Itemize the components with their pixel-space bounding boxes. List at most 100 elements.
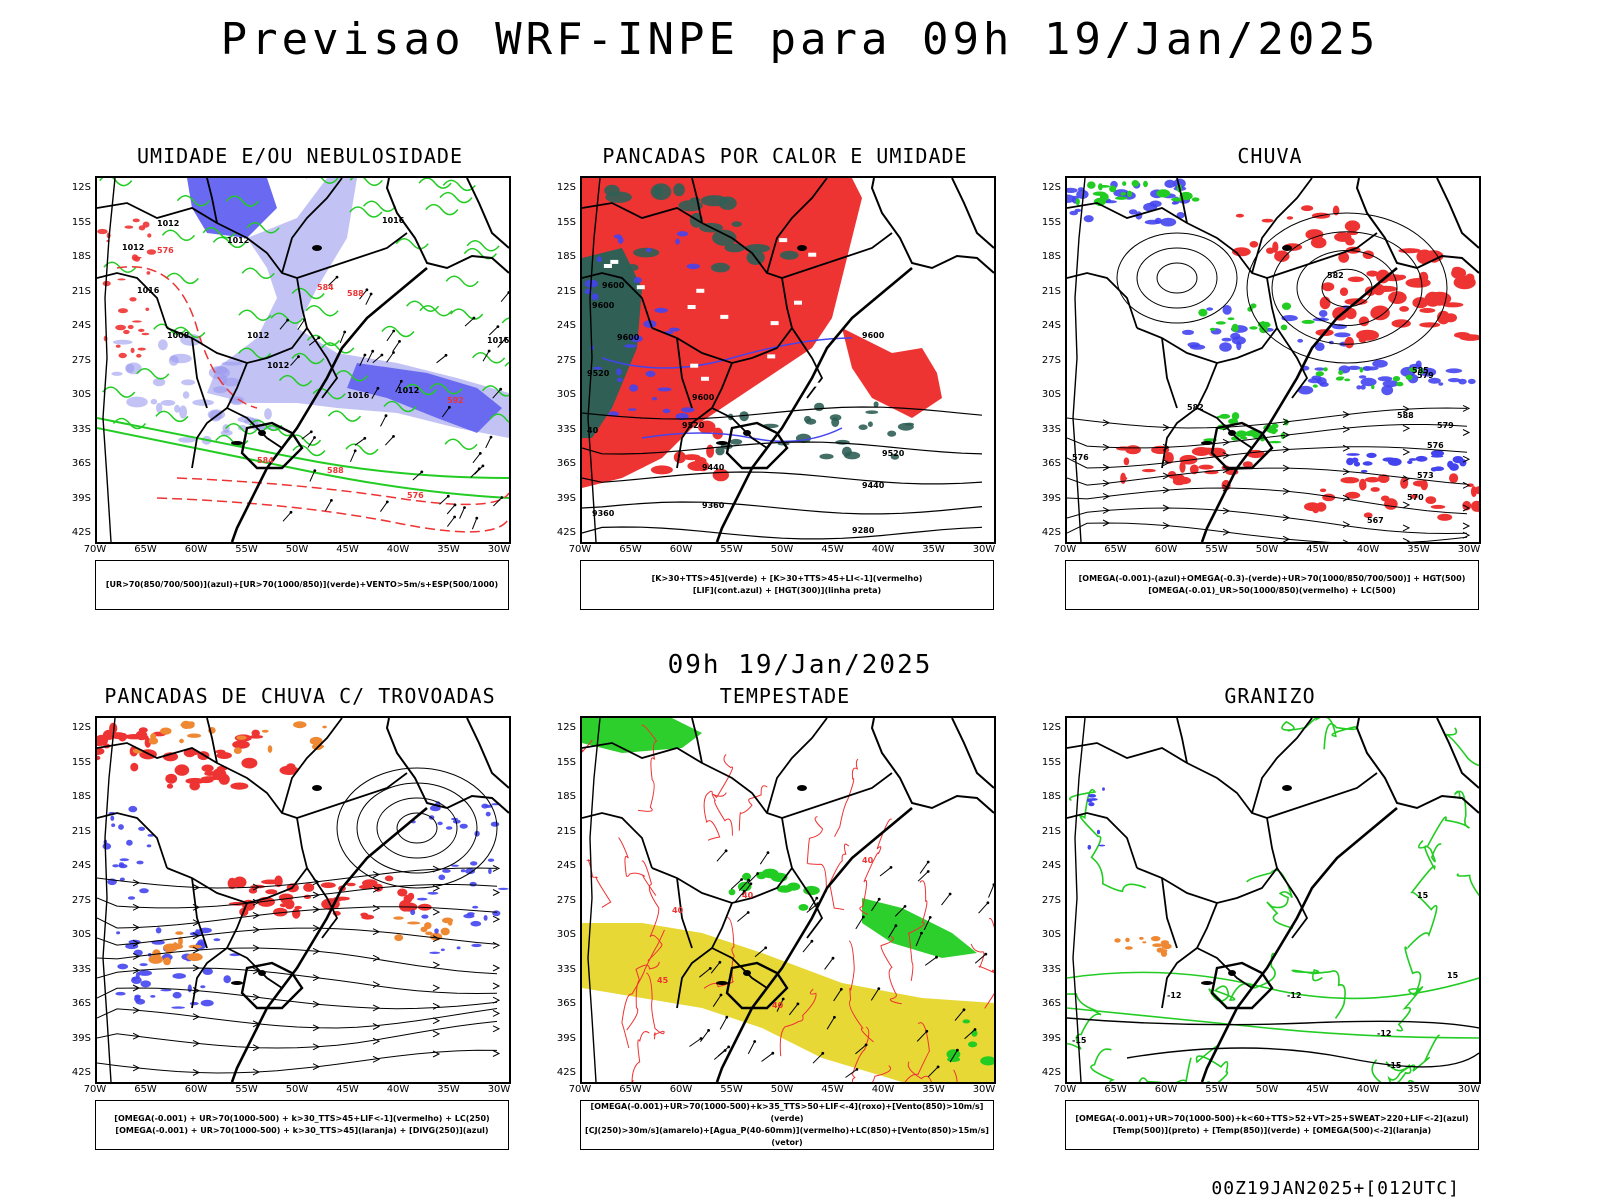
contour-label: 40 [772, 1001, 784, 1010]
lon-tick-label: 30W [972, 1084, 996, 1095]
lon-tick-label: 60W [669, 544, 693, 555]
panel-title: GRANIZO [1224, 684, 1316, 708]
lon-tick-label: 65W [619, 1084, 642, 1095]
panel-trovoadas: PANCADAS DE CHUVA C/ TROVOADAS [OMEGA(-0… [65, 684, 545, 1156]
map-frame: 9600 9600 9600 9520 9600 9600 9520 9440 9360 9360… [580, 176, 996, 544]
lat-tick-label: 27S [556, 354, 576, 366]
lat-tick-label: 27S [556, 894, 576, 906]
lon-tick-label: 40W [1356, 1084, 1380, 1095]
lat-tick-label: 36S [1041, 458, 1061, 469]
lat-tick-label: 42S [556, 527, 576, 538]
contour-label: 584 [257, 456, 274, 465]
contour-label: 584 [317, 283, 334, 292]
lon-tick-label: 35W [922, 544, 945, 555]
contour-label: 576 [157, 246, 174, 255]
map-frame: 1012 1012 1012 1016 1016 1008 1012 1012 1012 1016… [95, 176, 511, 544]
lon-tick-label: 70W [568, 544, 592, 555]
lon-tick-label: 50W [285, 1084, 309, 1095]
lon-tick-label: 40W [871, 544, 895, 555]
lon-tick-label: 30W [1457, 544, 1481, 555]
lat-tick-label: 39S [556, 1032, 576, 1044]
lat-tick-label: 39S [1041, 492, 1061, 504]
legend-line: [CJ(250)>30m/s](amarelo)+[Agua_P(40-60mm… [585, 1126, 989, 1147]
lon-tick-label: 70W [1053, 1084, 1077, 1095]
lat-tick-label: 36S [556, 458, 576, 469]
contour-label: 40 [742, 891, 754, 900]
contour-label: 582 [1327, 271, 1344, 280]
map-plot [97, 718, 509, 1082]
lon-tick-label: 60W [1154, 1084, 1178, 1095]
panel-granizo: GRANIZO -12 -12 -15 -15 15 15 -12 [OMEGA(-0.00… [1035, 684, 1515, 1156]
lat-tick-label: 30S [1041, 389, 1061, 400]
run-footer: 00Z19JAN2025+[012UTC] [1211, 1178, 1460, 1199]
lon-tick-label: 40W [871, 1084, 895, 1095]
lat-tick-label: 24S [71, 860, 91, 871]
lat-tick-label: 27S [1041, 354, 1061, 366]
lat-tick-label: 42S [71, 1067, 91, 1078]
mid-time-label: 09h 19/Jan/2025 [667, 650, 933, 680]
lon-tick-label: 35W [437, 1084, 460, 1095]
lat-tick-label: 21S [556, 285, 576, 297]
legend-line: [OMEGA(-0.001)+UR>70(1000-500)+k<60+TTS>… [1075, 1114, 1469, 1123]
contour-label: 9360 [592, 509, 615, 518]
contour-label: 40 [587, 426, 599, 435]
lat-tick-label: 24S [556, 860, 576, 871]
lon-tick-label: 50W [770, 544, 794, 555]
lon-tick-label: 40W [1356, 544, 1380, 555]
lat-tick-label: 12S [556, 722, 576, 733]
lat-tick-label: 39S [71, 1032, 91, 1044]
lat-tick-label: 18S [1041, 791, 1061, 802]
contour-label: 9600 [617, 333, 640, 342]
panel-legend: [OMEGA(-0.001)-(azul)+OMEGA(-0.3)-(verde… [1065, 560, 1479, 610]
lon-tick-label: 70W [83, 1084, 107, 1095]
lon-tick-label: 55W [1205, 544, 1228, 555]
contour-label: -12 [1167, 991, 1181, 1000]
lat-tick-label: 33S [556, 963, 576, 975]
lon-tick-label: 45W [821, 1084, 844, 1095]
lat-tick-label: 18S [556, 791, 576, 802]
lat-tick-label: 15S [71, 756, 91, 768]
lon-tick-label: 40W [386, 544, 410, 555]
contour-label: 1012 [267, 361, 289, 370]
lon-tick-label: 60W [669, 1084, 693, 1095]
panel-title: TEMPESTADE [719, 684, 851, 708]
lat-tick-label: 18S [71, 791, 91, 802]
lat-tick-label: 21S [1041, 825, 1061, 837]
lon-tick-label: 35W [922, 1084, 945, 1095]
lon-tick-label: 35W [437, 544, 460, 555]
lat-tick-label: 21S [71, 825, 91, 837]
lon-tick-label: 35W [1407, 544, 1430, 555]
lat-tick-label: 15S [1041, 216, 1061, 228]
lon-tick-label: 55W [235, 544, 258, 555]
lat-tick-label: 42S [1041, 527, 1061, 538]
contour-label: 9520 [882, 449, 905, 458]
lat-tick-label: 27S [71, 354, 91, 366]
map-plot: -12 -12 -15 -15 15 15 -12 [1067, 718, 1479, 1082]
contour-label: 1016 [137, 286, 160, 295]
contour-label: 9520 [587, 369, 610, 378]
lon-tick-label: 30W [1457, 1084, 1481, 1095]
contour-label: 582 [1187, 403, 1204, 412]
map-plot: 40 40 40 45 40 [582, 718, 994, 1082]
lat-tick-label: 36S [1041, 998, 1061, 1009]
lon-tick-label: 40W [386, 1084, 410, 1095]
lat-tick-label: 30S [71, 389, 91, 400]
lat-tick-label: 27S [71, 894, 91, 906]
lon-tick-label: 35W [1407, 1084, 1430, 1095]
lon-tick-label: 30W [487, 544, 511, 555]
lon-tick-label: 45W [1306, 544, 1329, 555]
legend-line: [UR>70(850/700/500)](azul)+[UR>70(1000/8… [105, 580, 499, 589]
lat-tick-label: 27S [1041, 894, 1061, 906]
lat-tick-label: 33S [1041, 423, 1061, 435]
lat-tick-label: 15S [1041, 756, 1061, 768]
contour-label: 1012 [227, 236, 249, 245]
contour-label: 576 [1427, 441, 1444, 450]
lon-tick-label: 50W [285, 544, 309, 555]
lon-tick-label: 55W [720, 544, 743, 555]
contour-label: 567 [1367, 516, 1384, 525]
panel-legend: [OMEGA(-0.001) + UR>70(1000-500) + k>30_… [95, 1100, 509, 1150]
contour-label: -15 [1072, 1036, 1087, 1045]
lat-tick-label: 12S [1041, 182, 1061, 193]
contour-label: 1016 [382, 216, 405, 225]
